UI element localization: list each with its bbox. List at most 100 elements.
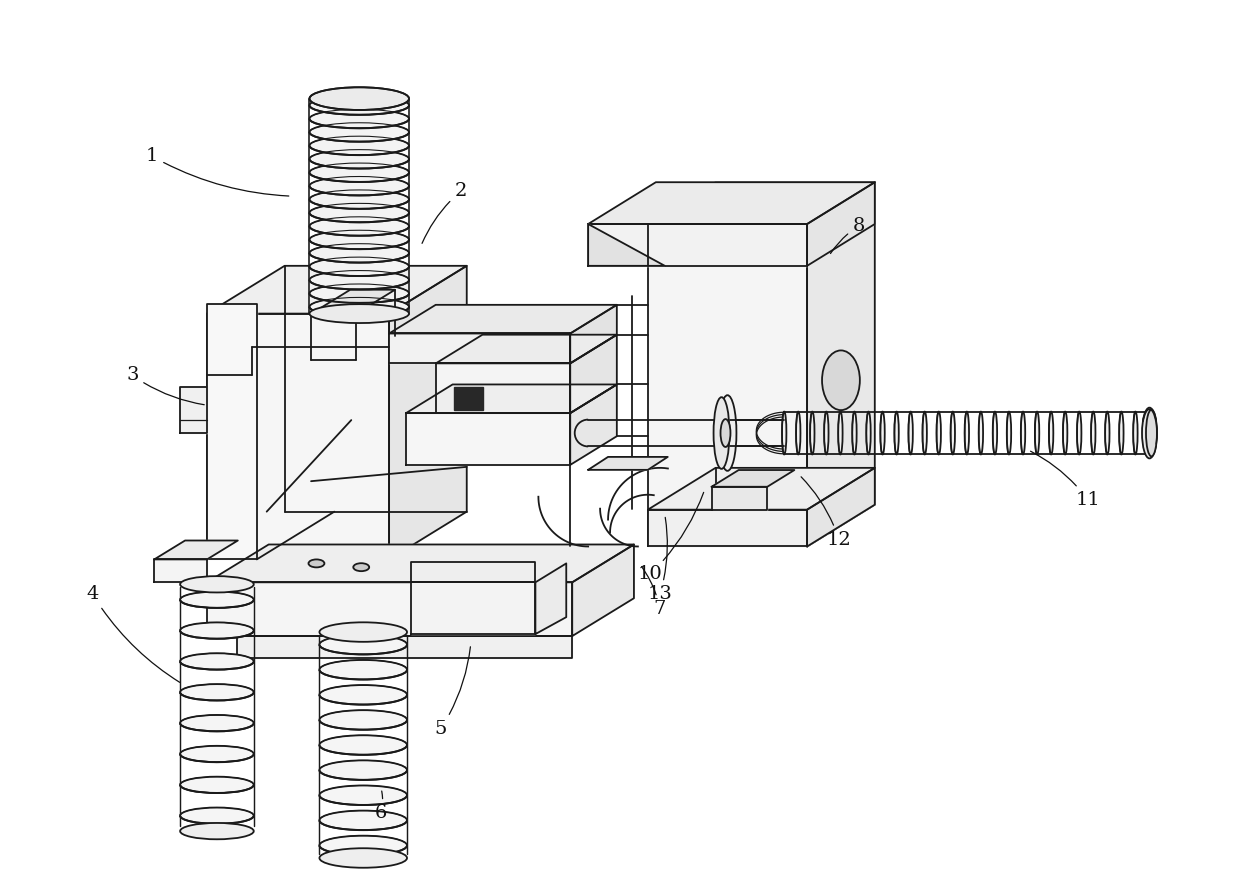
Ellipse shape: [965, 411, 968, 454]
Polygon shape: [647, 224, 807, 547]
Ellipse shape: [320, 760, 407, 780]
Ellipse shape: [320, 622, 407, 642]
Polygon shape: [207, 313, 389, 559]
Polygon shape: [154, 541, 238, 559]
Ellipse shape: [353, 564, 370, 571]
Ellipse shape: [320, 848, 407, 868]
Ellipse shape: [310, 270, 409, 290]
Polygon shape: [180, 388, 207, 433]
Ellipse shape: [310, 257, 409, 276]
Ellipse shape: [310, 203, 409, 222]
Ellipse shape: [1049, 411, 1053, 454]
Polygon shape: [536, 564, 567, 634]
Ellipse shape: [310, 284, 409, 303]
Text: 12: 12: [801, 477, 852, 549]
Polygon shape: [807, 182, 874, 547]
Ellipse shape: [180, 684, 254, 701]
Ellipse shape: [880, 411, 885, 454]
Ellipse shape: [951, 411, 955, 454]
Polygon shape: [807, 182, 874, 266]
Polygon shape: [410, 562, 536, 582]
Polygon shape: [712, 487, 768, 509]
Polygon shape: [405, 384, 616, 413]
Ellipse shape: [1007, 411, 1011, 454]
Ellipse shape: [825, 411, 828, 454]
Ellipse shape: [978, 411, 983, 454]
Polygon shape: [389, 266, 466, 559]
Ellipse shape: [310, 96, 409, 115]
Ellipse shape: [1146, 410, 1157, 457]
Ellipse shape: [320, 635, 407, 654]
Polygon shape: [570, 384, 616, 465]
Ellipse shape: [810, 411, 815, 454]
Text: 13: 13: [647, 517, 672, 603]
Ellipse shape: [310, 123, 409, 142]
Text: 4: 4: [87, 585, 180, 682]
Ellipse shape: [180, 592, 254, 608]
Polygon shape: [410, 582, 536, 634]
Ellipse shape: [310, 109, 409, 129]
Polygon shape: [647, 509, 807, 547]
Text: 2: 2: [422, 182, 467, 243]
Ellipse shape: [180, 777, 254, 793]
Polygon shape: [712, 470, 795, 487]
Ellipse shape: [822, 350, 859, 410]
Ellipse shape: [320, 786, 407, 805]
Ellipse shape: [1147, 411, 1152, 454]
Polygon shape: [588, 224, 665, 266]
Ellipse shape: [180, 823, 254, 839]
Ellipse shape: [310, 298, 409, 317]
Polygon shape: [311, 290, 396, 313]
Ellipse shape: [1142, 408, 1157, 458]
Polygon shape: [154, 559, 207, 582]
Ellipse shape: [1120, 411, 1123, 454]
Polygon shape: [207, 544, 634, 582]
Ellipse shape: [1105, 411, 1110, 454]
Ellipse shape: [1078, 411, 1081, 454]
Polygon shape: [405, 413, 570, 465]
Polygon shape: [807, 468, 874, 547]
Text: 11: 11: [1030, 452, 1100, 508]
Ellipse shape: [993, 411, 997, 454]
Ellipse shape: [320, 685, 407, 704]
Ellipse shape: [310, 150, 409, 169]
Ellipse shape: [180, 746, 254, 762]
Text: 8: 8: [831, 217, 866, 254]
Ellipse shape: [1091, 411, 1095, 454]
Ellipse shape: [720, 419, 730, 447]
Polygon shape: [570, 304, 616, 363]
Ellipse shape: [310, 136, 409, 155]
Polygon shape: [588, 224, 807, 266]
Text: 10: 10: [637, 493, 703, 584]
Ellipse shape: [1063, 411, 1068, 454]
Ellipse shape: [320, 660, 407, 680]
Ellipse shape: [310, 230, 409, 249]
Ellipse shape: [320, 836, 407, 855]
Ellipse shape: [180, 654, 254, 669]
Polygon shape: [237, 636, 572, 658]
Ellipse shape: [310, 177, 409, 195]
Ellipse shape: [713, 397, 729, 469]
Ellipse shape: [310, 190, 409, 209]
Ellipse shape: [310, 88, 409, 110]
Polygon shape: [647, 468, 874, 509]
Ellipse shape: [1021, 411, 1025, 454]
Ellipse shape: [310, 243, 409, 262]
Ellipse shape: [310, 304, 409, 323]
Text: 1: 1: [146, 147, 289, 196]
Ellipse shape: [180, 715, 254, 732]
Ellipse shape: [867, 411, 870, 454]
Ellipse shape: [936, 411, 941, 454]
Polygon shape: [436, 335, 616, 363]
Polygon shape: [572, 544, 634, 636]
Text: 7: 7: [641, 567, 666, 618]
Polygon shape: [207, 266, 466, 313]
Ellipse shape: [320, 735, 407, 755]
Ellipse shape: [894, 411, 899, 454]
Ellipse shape: [180, 576, 254, 592]
Text: 3: 3: [126, 367, 205, 405]
Ellipse shape: [1133, 411, 1137, 454]
Polygon shape: [389, 304, 616, 333]
Ellipse shape: [838, 411, 843, 454]
Ellipse shape: [309, 559, 325, 567]
